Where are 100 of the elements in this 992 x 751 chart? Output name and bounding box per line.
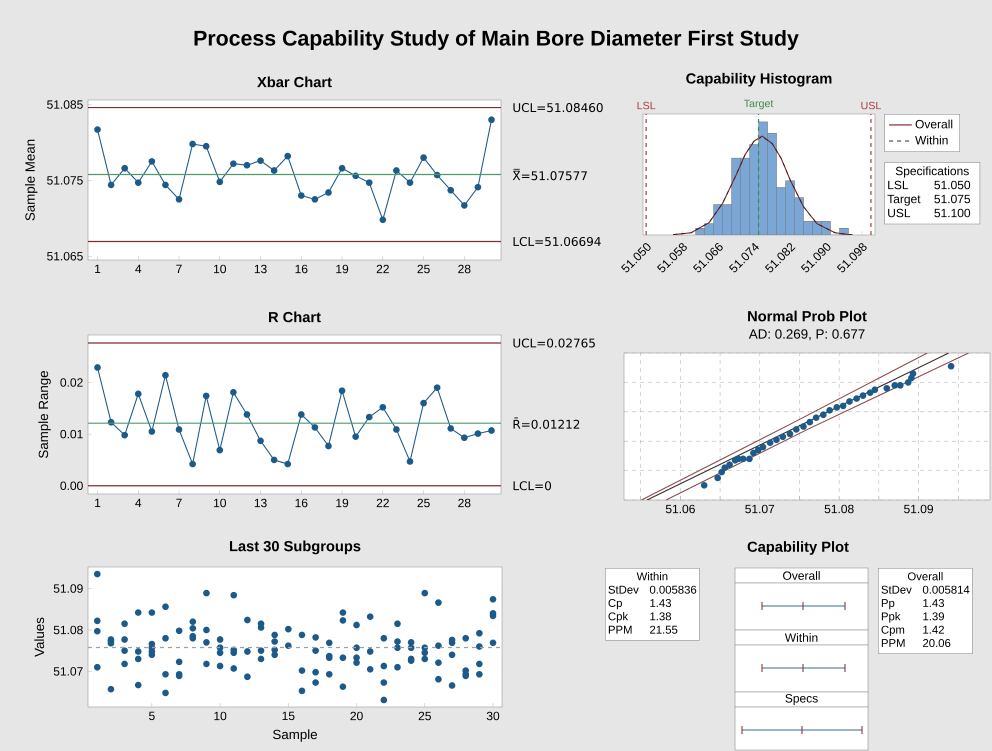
y-tick-label: 0.01	[60, 430, 83, 438]
chart-title: Capability Histogram	[686, 72, 832, 87]
point	[833, 404, 840, 411]
point	[352, 433, 359, 440]
y-tick-label: 0.00	[60, 481, 83, 490]
chart-title: Normal Prob Plot	[748, 310, 867, 322]
text: Within	[784, 633, 818, 642]
x-tick-label: 4	[135, 498, 142, 507]
point	[460, 434, 468, 442]
point	[406, 458, 414, 465]
ref-line-label: UCL=0.02765	[513, 338, 595, 348]
text: Target	[887, 194, 920, 206]
point	[244, 162, 250, 169]
text: 1.43	[923, 599, 944, 608]
point	[134, 179, 142, 186]
x-tick-label: 25	[418, 712, 431, 720]
point	[162, 182, 169, 188]
y-axis-title: Sample Range	[38, 371, 51, 458]
text: 51.100	[934, 208, 970, 218]
point	[134, 390, 142, 398]
point	[216, 178, 224, 186]
point	[325, 442, 332, 450]
x-tick-label: 51.06	[666, 504, 695, 514]
text: Within	[636, 572, 668, 580]
text: Cp	[608, 599, 622, 610]
point	[766, 439, 774, 446]
point	[121, 164, 128, 172]
point	[162, 372, 169, 379]
point	[434, 384, 440, 391]
y-tick-label: 51.075	[47, 176, 83, 185]
point	[270, 167, 278, 174]
y-tick-label: 51.09	[54, 584, 83, 593]
point	[826, 406, 833, 414]
ref-line-label: LCL=51.06694	[514, 236, 601, 246]
point	[488, 116, 495, 124]
point	[891, 382, 898, 389]
y-tick-label: 51.08	[54, 626, 83, 634]
point	[420, 400, 427, 406]
ref-line-label: LSL	[638, 102, 656, 110]
point	[176, 426, 182, 433]
x-tick-label: 10	[214, 712, 226, 720]
point	[189, 140, 196, 148]
point	[393, 167, 400, 174]
chart-title: Last 30 Subgroups	[230, 540, 360, 554]
point	[860, 392, 866, 399]
point	[284, 460, 292, 468]
point	[230, 160, 237, 168]
point	[872, 386, 878, 394]
x-tick-label: 4	[135, 264, 142, 273]
text: Ppk	[882, 612, 900, 623]
x-tick-label: 7	[176, 498, 182, 507]
point	[853, 395, 860, 402]
point	[216, 446, 224, 454]
x-tick-label: 25	[418, 264, 430, 274]
point	[896, 382, 904, 389]
point	[726, 461, 733, 468]
text: 21.55	[650, 626, 678, 634]
point	[298, 411, 305, 418]
point	[746, 456, 753, 462]
point	[121, 432, 128, 438]
text: 1.43	[650, 599, 672, 608]
x-tick-label: 19	[336, 498, 348, 508]
point	[488, 427, 495, 434]
y-tick-label: 0.02	[60, 378, 83, 387]
text: Specifications	[896, 166, 969, 178]
point	[773, 436, 780, 444]
point	[325, 189, 332, 196]
y-axis-title: Sample Mean	[25, 140, 38, 221]
text: 1.42	[923, 626, 944, 634]
text: 51.075	[934, 194, 970, 204]
point	[148, 158, 156, 165]
text: Specs	[785, 694, 818, 705]
y-tick-label: 51.085	[47, 100, 83, 109]
point	[740, 456, 746, 462]
point	[298, 192, 305, 199]
point	[800, 423, 807, 430]
chart-title: R Chart	[269, 312, 321, 322]
point	[447, 425, 454, 432]
chart-title: Xbar Chart	[257, 76, 332, 88]
text: Overall	[783, 571, 820, 580]
point	[700, 482, 708, 489]
x-tick-label: 22	[376, 264, 389, 274]
x-tick-label: 15	[282, 712, 294, 720]
point	[948, 362, 954, 370]
point	[474, 184, 482, 191]
point	[760, 444, 766, 450]
x-tick-label: 13	[254, 498, 267, 508]
x-tick-label: 28	[458, 498, 470, 508]
point	[257, 157, 264, 164]
x-tick-label: 19	[336, 264, 348, 274]
text: PPM	[882, 639, 905, 647]
point	[806, 418, 814, 426]
point	[284, 152, 292, 160]
x-tick-label: 16	[296, 264, 308, 274]
chart-subtitle: AD: 0.269, P: 0.677	[748, 329, 865, 340]
point	[176, 196, 182, 203]
point	[202, 142, 210, 150]
text: 1.38	[650, 612, 672, 620]
point	[910, 370, 916, 377]
point	[230, 388, 237, 396]
